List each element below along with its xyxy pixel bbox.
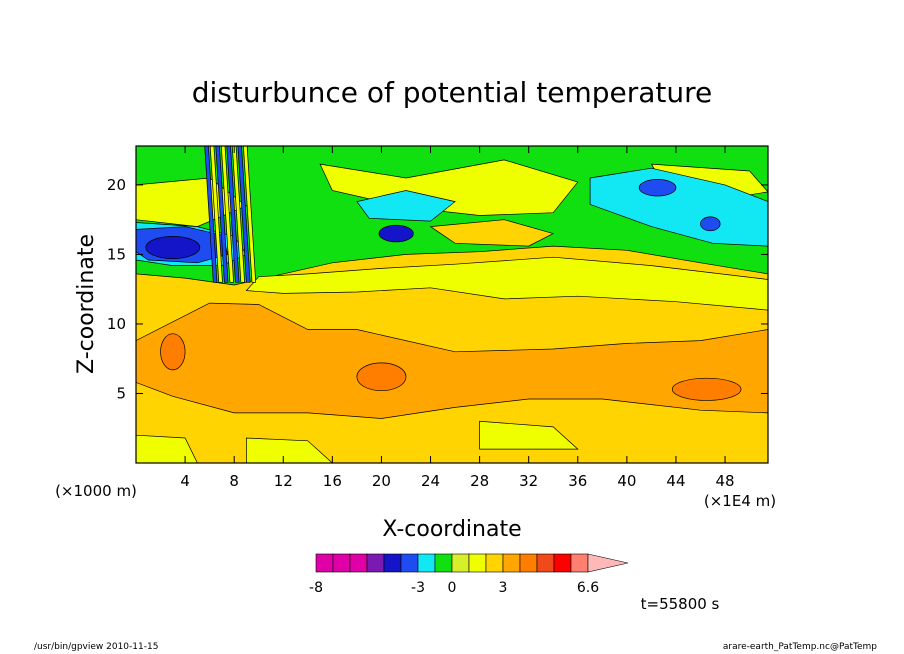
plot-frame [135,145,769,464]
colorbar-swatch [332,553,351,573]
y-tick-label: 5 [116,384,126,402]
x-tick-label: 32 [519,472,538,490]
wave-streak [220,146,234,283]
wave-streak [237,146,251,283]
y-tick-label: 15 [107,245,126,263]
colorbar-swatch [519,553,538,573]
x-axis-label: X-coordinate [382,517,521,542]
footer-left-text: /usr/bin/gpview 2010-11-15 [34,642,159,652]
colorbar-swatch [536,553,555,573]
y-tick-label: 20 [107,176,126,194]
colorbar-swatch [366,553,385,573]
wave-streak [243,146,257,283]
colorbar-tick-label: -3 [411,580,425,596]
patch-darkorange-mid [356,362,407,392]
y-tick-label: 10 [107,315,126,333]
colorbar-tick-label: 3 [499,580,508,596]
wave-streak [204,146,218,283]
band-cyan [589,167,768,247]
x-tick-label: 20 [372,472,391,490]
colorbar-swatch [502,553,521,573]
wave-streak [215,146,229,283]
band-orange [136,302,768,419]
patch-darkblue-mid [378,224,414,243]
patch-cyan-mid [356,190,456,222]
x-tick-label: 44 [666,472,685,490]
plot-area [135,145,769,464]
colorbar-swatch [451,553,470,573]
time-label: t=55800 s [641,595,720,613]
colorbar-swatch [570,553,589,573]
colorbar [315,553,629,573]
band-yellow-upper [245,256,768,311]
wave-streak [231,146,245,283]
x-tick-label: 8 [229,472,239,490]
patch-lightorange-upper [429,219,555,247]
footer-right-text: arare-earth_PatTemp.nc@PatTemp [722,642,877,652]
x-tick-label: 4 [180,472,190,490]
x-unit-label: (×1000 m) [55,482,137,500]
x-tick-label: 36 [568,472,587,490]
patch-blue-right2 [700,216,721,232]
colorbar-swatch [417,553,436,573]
colorbar-tick-label: -8 [309,580,323,596]
colorbar-swatch [468,553,487,573]
colorbar-arrow [587,553,629,573]
colorbar-tick-labels: -8 -3 0 3 6.6 [309,580,599,596]
patch-yellow-surface-1 [479,420,579,450]
wave-streak [209,146,223,283]
y-axis: 5 10 15 20 [107,176,768,402]
x-tick-label: 40 [617,472,636,490]
x-unit-secondary-label: (×1E4 m) [704,492,776,510]
colorbar-swatch [349,553,368,573]
patch-darkblue-left [145,236,201,259]
patch-blue-right1 [638,179,677,197]
colorbar-swatch [434,553,453,573]
colorbar-swatch [485,553,504,573]
x-tick-label: 48 [716,472,735,490]
patch-darkorange-left [160,333,186,371]
colorbar-swatch [400,553,419,573]
contour-field [136,146,768,463]
patch-yellow-surface-3 [136,434,198,463]
patch-darkorange-right [671,377,742,401]
patch-yellow-surface-2 [246,437,333,463]
y-axis-label: Z-coordinate [74,234,99,374]
x-tick-label: 16 [323,472,342,490]
x-tick-label: 24 [421,472,440,490]
x-axis: 4 8 12 16 20 24 28 32 36 40 44 48 [180,146,735,490]
colorbar-swatch [383,553,402,573]
colorbar-swatch [315,553,334,573]
wave-streak [226,146,240,283]
colorbar-swatch [553,553,572,573]
colorbar-tick-label: 0 [448,580,457,596]
chart-title: disturbunce of potential temperature [192,76,713,109]
x-tick-label: 12 [274,472,293,490]
colorbar-tick-label: 6.6 [577,580,599,596]
x-tick-label: 28 [470,472,489,490]
